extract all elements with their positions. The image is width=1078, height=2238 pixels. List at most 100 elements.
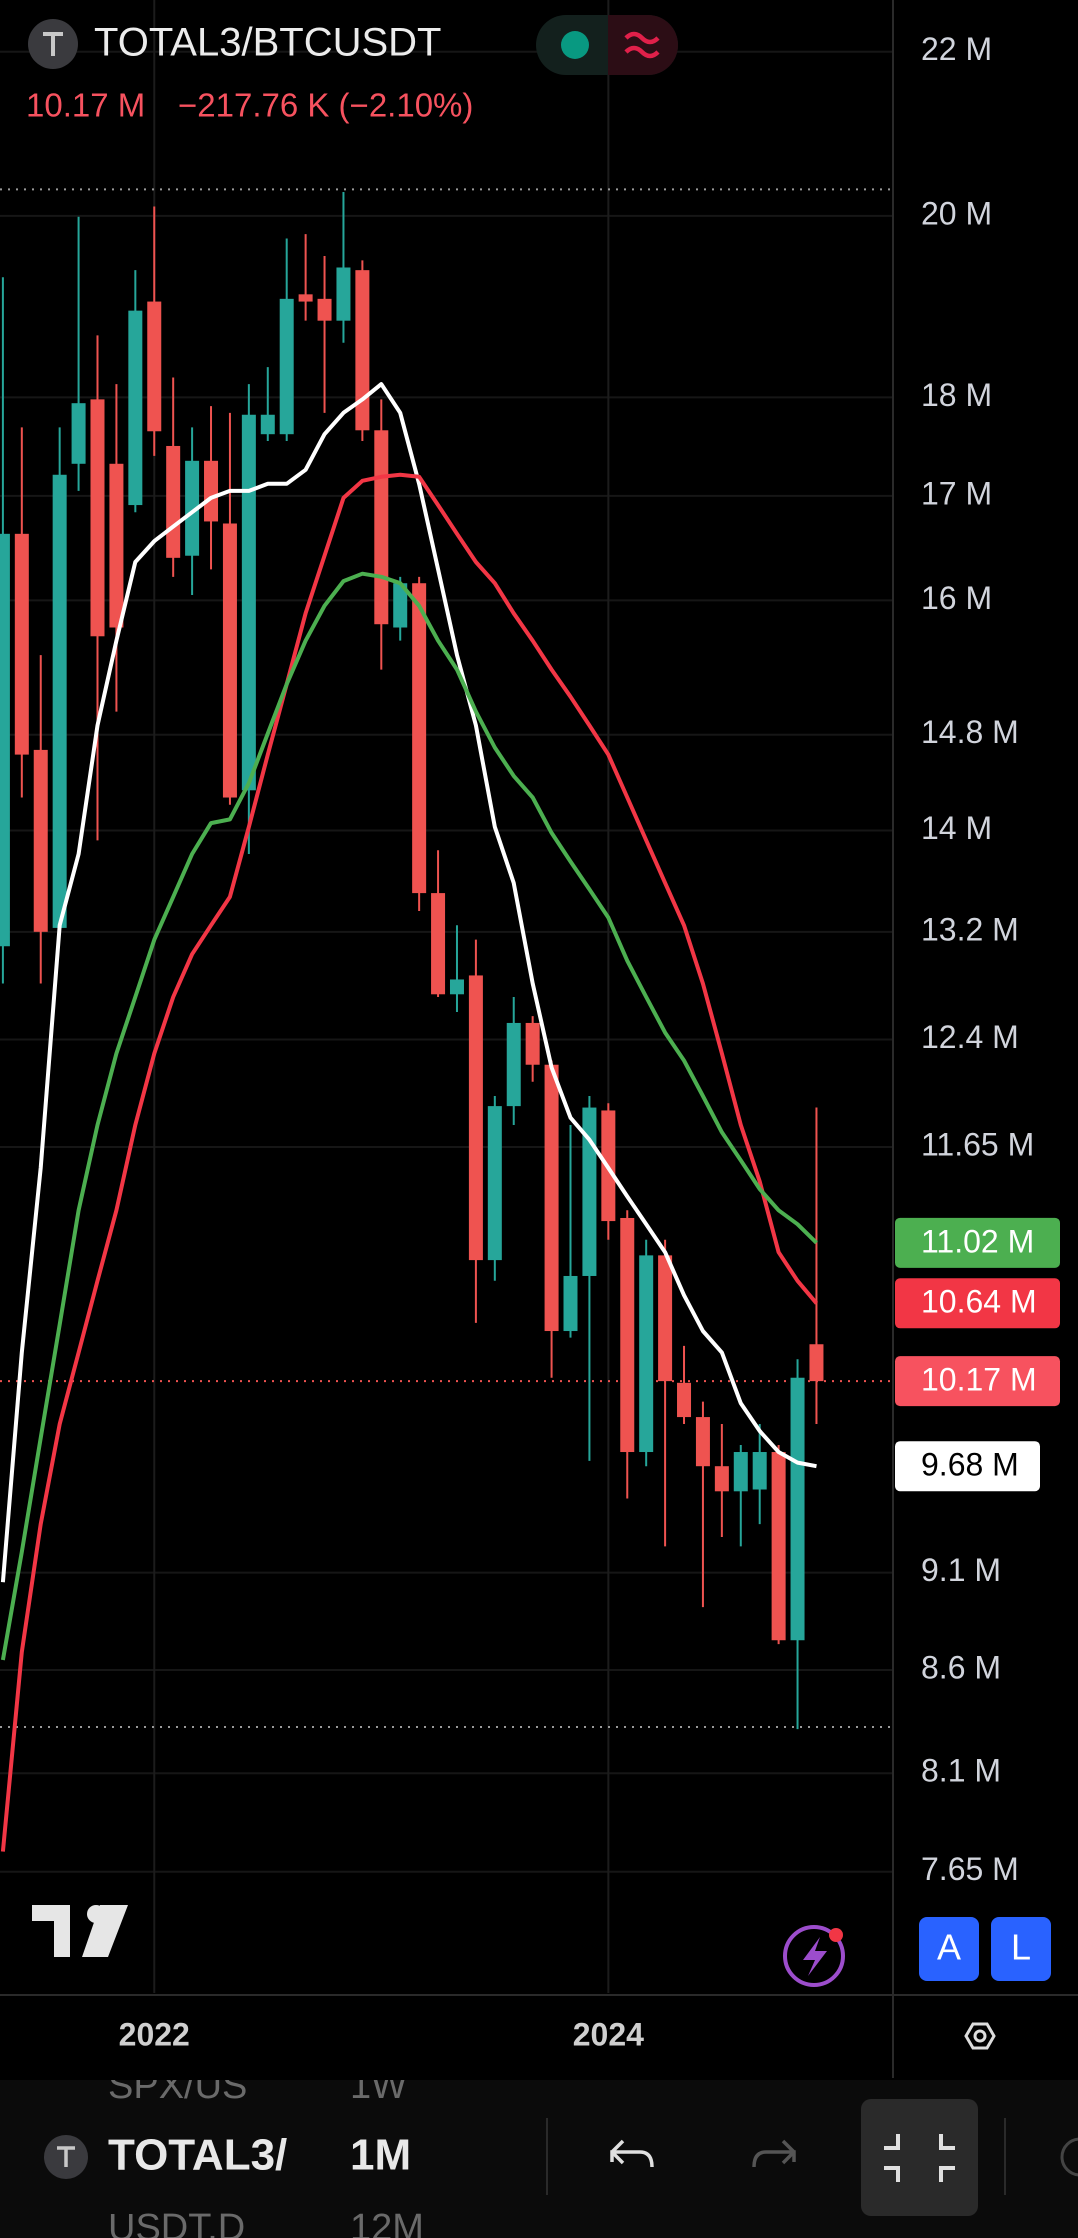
- fullscreen-button[interactable]: [861, 2099, 978, 2216]
- candle-body: [525, 1022, 540, 1065]
- candle-body: [33, 749, 48, 932]
- notification-dot: [829, 1928, 843, 1942]
- price-tag: [895, 1217, 1060, 1268]
- tv-logo-dot: [87, 1905, 105, 1923]
- x-tick-label: 2024: [573, 2016, 644, 2052]
- candle-body: [166, 445, 181, 558]
- log-scale-label: L: [1011, 1927, 1031, 1968]
- candle-body: [582, 1107, 597, 1276]
- status-pill[interactable]: [536, 15, 678, 75]
- symbol-switcher[interactable]: SPX/US 1W TOTAL3/ 1M USDT.D 12M: [44, 2065, 424, 2238]
- settings-icon[interactable]: [964, 2022, 996, 2050]
- toolbar-symbol-glyph: [57, 2146, 75, 2167]
- candle-body: [185, 460, 200, 556]
- price-tag-label: 11.02 M: [921, 1223, 1034, 1259]
- symbol-icon-glyph: [43, 32, 63, 56]
- ma-line: [0, 382, 817, 1583]
- candle-body: [449, 979, 464, 995]
- candle-body: [563, 1275, 578, 1332]
- candle-body: [317, 298, 332, 321]
- pill-right: [608, 15, 678, 75]
- candle-body: [677, 1382, 692, 1418]
- candle-body: [298, 294, 313, 302]
- candle-body: [506, 1022, 521, 1107]
- candle-body: [487, 1106, 502, 1261]
- candle-body: [0, 533, 10, 947]
- x-tick-label: 2022: [119, 2016, 190, 2052]
- ma-line: [0, 472, 819, 1852]
- auto-scale-label: A: [937, 1927, 961, 1968]
- toolbar-symbol[interactable]: TOTAL3/: [108, 2131, 287, 2180]
- candle-body: [714, 1466, 729, 1492]
- exit-fullscreen-icon: [884, 2134, 955, 2182]
- price-tag-label: 10.17 M: [921, 1362, 1037, 1398]
- toolbar-interval[interactable]: 1M: [350, 2131, 411, 2180]
- price: 10.17 M: [26, 87, 145, 124]
- symbol[interactable]: TOTAL3/BTCUSDT: [94, 21, 441, 65]
- candle-body: [109, 463, 124, 628]
- candle-body: [620, 1217, 635, 1453]
- candle-body: [355, 270, 370, 431]
- lightning-button[interactable]: [783, 1925, 845, 1987]
- price-tag: [895, 1356, 1060, 1407]
- candle-body: [128, 310, 143, 506]
- y-tick-label: 9.1 M: [921, 1552, 1001, 1588]
- change: −217.76 K (−2.10%): [178, 87, 473, 124]
- y-tick-label: 16 M: [921, 580, 992, 616]
- price-tag: [895, 1278, 1060, 1329]
- candle-body: [222, 523, 237, 798]
- candle-body: [90, 399, 105, 637]
- more-button[interactable]: [1060, 2137, 1078, 2177]
- y-tick-label: 8.1 M: [921, 1753, 1001, 1789]
- candle-body: [336, 267, 351, 321]
- toolbar-interval[interactable]: 1W: [350, 2065, 407, 2107]
- log-scale-button[interactable]: [991, 1917, 1051, 1981]
- toolbar-interval[interactable]: 12M: [350, 2207, 424, 2238]
- candle-body: [374, 430, 389, 625]
- ma-line: [0, 571, 818, 1661]
- y-tick-label: 18 M: [921, 377, 992, 413]
- candle-body: [658, 1255, 673, 1382]
- y-tick-label: 8.6 M: [921, 1649, 1001, 1685]
- price-axis: 22 M 20 M 18 M 17 M 16 M 14.8 M 14 M 13.2 M 12.4…: [895, 31, 1060, 1887]
- candle-body: [752, 1452, 767, 1490]
- plot-area: [0, 0, 893, 1993]
- undo-icon[interactable]: [610, 2139, 654, 2168]
- market-open-dot: [561, 31, 589, 59]
- candle-body: [260, 414, 275, 435]
- candle-body: [790, 1377, 805, 1641]
- candle-body: [733, 1452, 748, 1492]
- y-tick-label: 12.4 M: [921, 1019, 1019, 1055]
- settings-icon-center: [973, 2029, 987, 2043]
- candle-body: [14, 533, 29, 755]
- y-tick-label: 17 M: [921, 475, 992, 511]
- candle-body: [639, 1255, 654, 1453]
- y-tick-label: 13.2 M: [921, 911, 1019, 947]
- price-tag-label: 10.64 M: [921, 1284, 1037, 1320]
- y-tick-label: 14.8 M: [921, 714, 1019, 750]
- candle-body: [695, 1417, 710, 1467]
- redo-icon[interactable]: [752, 2139, 796, 2168]
- y-tick-label: 22 M: [921, 31, 992, 67]
- candle-body: [393, 583, 408, 628]
- y-tick-label: 11.65 M: [921, 1126, 1034, 1162]
- candle-body: [147, 301, 162, 432]
- lightning-icon: [803, 1937, 827, 1976]
- price-tag-label: 9.68 M: [921, 1447, 1019, 1483]
- y-tick-label: 14 M: [921, 810, 992, 846]
- price-tag: [895, 1441, 1040, 1492]
- candle-body: [544, 1064, 559, 1332]
- candle-body: [431, 893, 446, 995]
- candle-body: [771, 1452, 786, 1641]
- candle-body: [412, 583, 427, 894]
- auto-scale-button[interactable]: [919, 1917, 979, 1981]
- candle-body: [468, 975, 483, 1261]
- candle-body: [241, 414, 256, 791]
- candle-body: [204, 460, 219, 522]
- y-tick-label: 20 M: [921, 195, 992, 231]
- candle-body: [279, 298, 294, 435]
- toolbar-symbol[interactable]: USDT.D: [108, 2207, 245, 2238]
- toolbar-symbol[interactable]: SPX/US: [108, 2065, 247, 2107]
